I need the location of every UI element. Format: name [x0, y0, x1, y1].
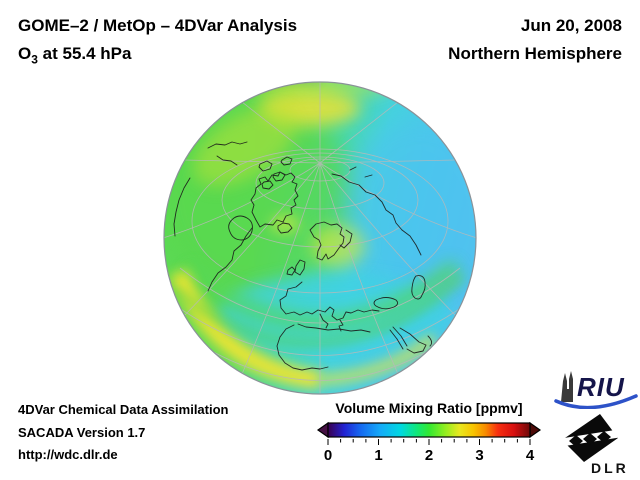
cathedral-icon: [561, 371, 573, 402]
colorbar-tick-label-4: 4: [526, 447, 535, 464]
assimilation-label: 4DVar Chemical Data Assimilation: [18, 402, 229, 417]
species-subscript: 3: [31, 52, 38, 67]
plot-title-block: GOME–2 / MetOp – 4DVar Analysis O3 at 55…: [18, 12, 297, 73]
coastlines: [173, 141, 461, 371]
colorbar-title: Volume Mixing Ratio [ppmv]: [335, 400, 522, 416]
globe-map: [163, 81, 477, 395]
globe-outline: [163, 81, 477, 395]
hemisphere-label: Northern Hemisphere: [448, 44, 622, 63]
sacada-version-label: SACADA Version 1.7: [18, 424, 146, 440]
plot-title: GOME–2 / MetOp – 4DVar Analysis: [18, 16, 298, 35]
plot-subtitle: O3 at 55.4 hPa: [18, 40, 297, 73]
wdc-url: http://wdc.dlr.de: [18, 447, 118, 463]
pressure-level: at 55.4 hPa: [37, 44, 132, 63]
riu-swoosh-icon: [554, 394, 638, 409]
colorbar-tick-label-0: 0: [324, 447, 332, 464]
colorbar-tick-label-2: 2: [425, 447, 433, 464]
colorbar-tick-label-3: 3: [475, 447, 483, 464]
dlr-logo: DLR: [560, 414, 629, 476]
analysis-date: Jun 20, 2008: [520, 16, 622, 35]
dlr-emblem-icon: [560, 414, 623, 462]
colorbar-gradient-bar: [327, 422, 531, 438]
colorbar-right-arrow: [529, 421, 542, 439]
dlr-logo-text: DLR: [591, 460, 629, 476]
graticule: [164, 82, 476, 394]
colorbar-left-arrow: [316, 421, 329, 439]
credits-block: 4DVar Chemical Data Assimilation SACADA …: [18, 399, 229, 467]
riu-logo: RIU: [554, 371, 638, 409]
colorbar: Volume Mixing Ratio [ppmv] 0 1 2 3 4: [316, 400, 542, 464]
date-region-block: Jun 20, 2008 Northern Hemisphere: [448, 12, 622, 68]
species-symbol: O: [18, 44, 32, 63]
riu-logo-text: RIU: [577, 372, 625, 402]
colorbar-ticks: [327, 439, 531, 445]
colorbar-tick-label-1: 1: [374, 447, 382, 464]
